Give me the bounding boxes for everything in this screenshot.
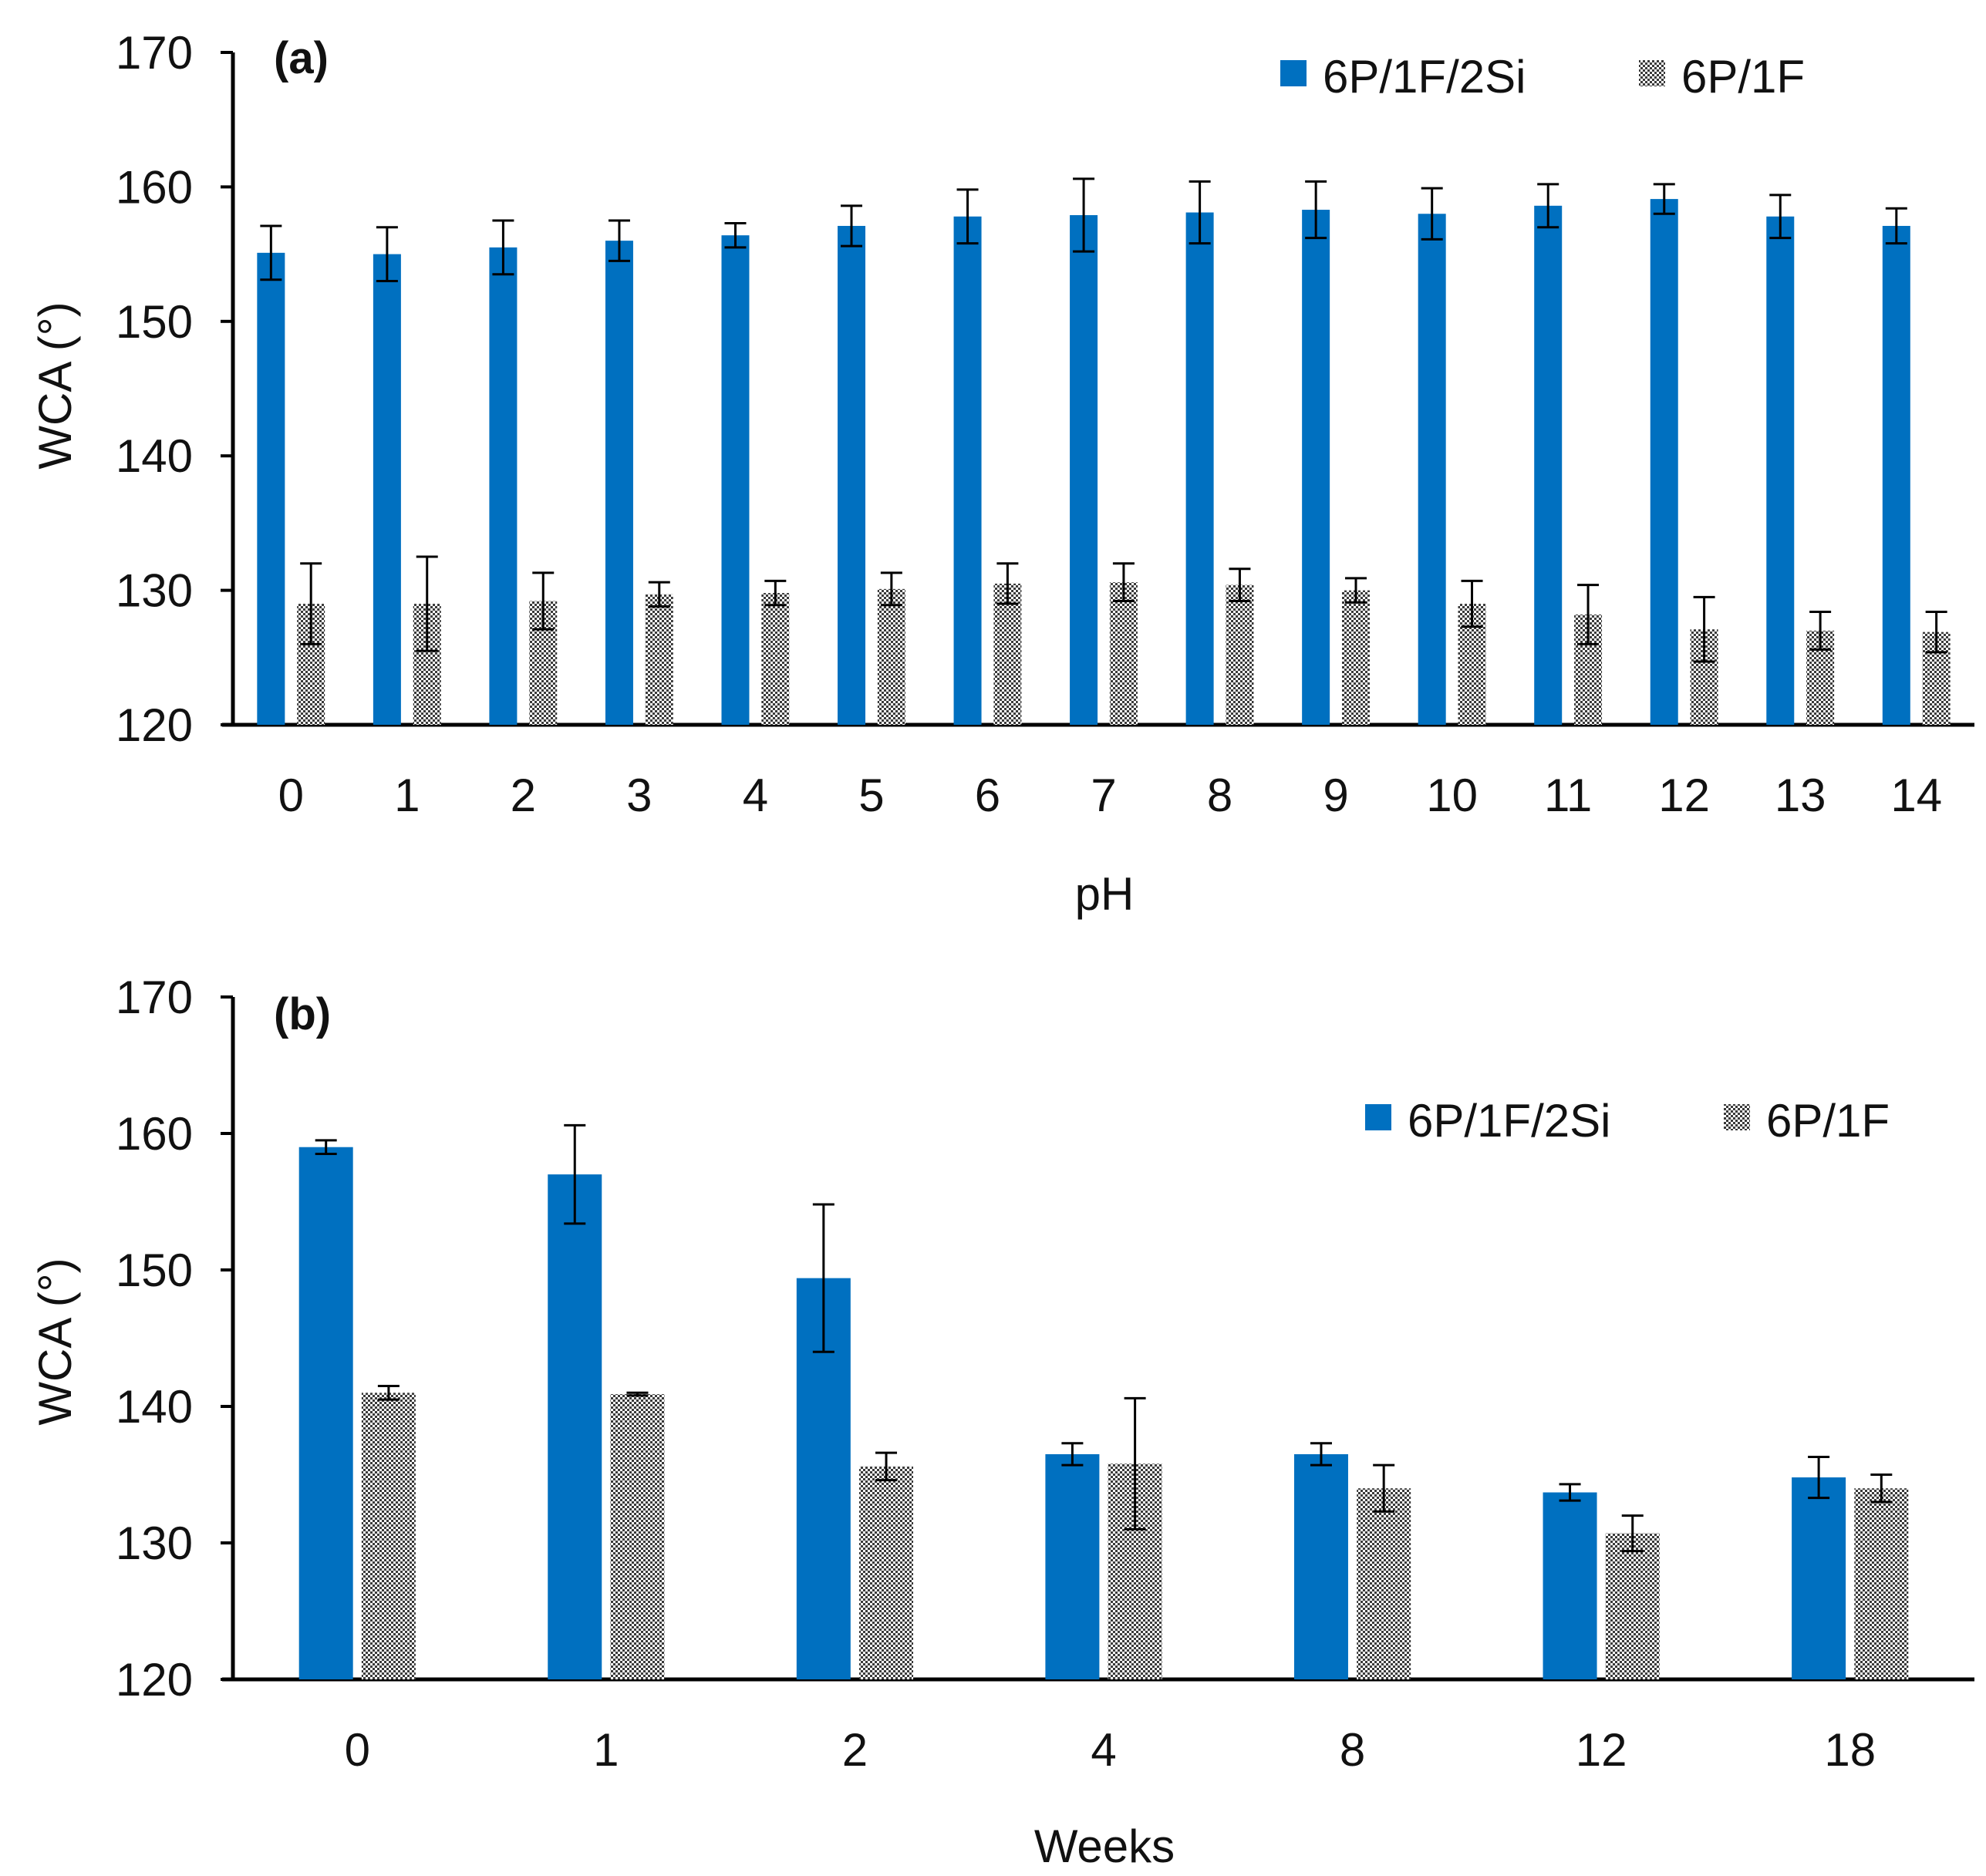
panel-b-y-tick-label: 170 [116,972,193,1023]
panel-a-legend-label-series1: 6P/1F/2Si [1323,51,1526,103]
panel-a-x-tick-label: 0 [278,770,304,821]
panel-b-bar-series1 [1543,1492,1597,1679]
panel-b-legend-swatch-series1 [1365,1104,1391,1130]
panel-b-legend: 6P/1F/2Si 6P/1F [1365,1095,1890,1147]
panel-a-bar-series2 [761,593,790,725]
panel-a-legend: 6P/1F/2Si 6P/1F [1280,51,1805,103]
panel-a-y-tick-label: 150 [116,296,193,348]
panel-a-bar-series1 [1766,216,1795,725]
panel-a-x-tick-label: 9 [1323,770,1348,821]
panel-b-y-tick-label: 160 [116,1108,193,1160]
panel-a-bar-series1 [721,235,750,726]
panel-a-bar-series2 [1341,590,1370,725]
panel-a-bar-series1 [257,252,285,726]
panel-b-bar-series2 [1605,1533,1660,1679]
panel-b-x-tick-label: 1 [593,1724,619,1776]
panel-b-y-tick-label: 150 [116,1244,193,1296]
panel-a-bar-series2 [1226,584,1254,725]
panel-b-bar-series1 [298,1147,353,1679]
panel-a-x-tick-label: 14 [1890,770,1942,821]
panel-a-x-tick-label: 6 [975,770,1000,821]
panel-a-legend-swatch-series1 [1280,60,1307,86]
panel-a-y-tick-label: 130 [116,565,193,617]
panel-a-x-tick-label: 12 [1658,770,1710,821]
panel-a-x-tick-label: 3 [626,770,652,821]
panel-a-x-tick-label: 4 [743,770,768,821]
panel-b-bar-series2 [361,1393,416,1679]
panel-a-x-tick-label: 2 [511,770,536,821]
panel-a-bar-series2 [645,594,673,725]
panel-a-x-tick-label: 11 [1544,770,1592,821]
panel-a-legend-label-series2: 6P/1F [1681,51,1805,103]
panel-a-x-tick-label: 10 [1426,770,1478,821]
panel-b-label: (b) [274,989,331,1039]
panel-b-x-tick-label: 8 [1340,1724,1365,1776]
panel-b-bar-series2 [1854,1488,1909,1679]
panel-a-bar-series1 [953,216,982,725]
panel-a-bar-series2 [1109,582,1138,725]
panel-b-x-tick-label: 2 [842,1724,868,1776]
panel-a-x-tick-label: 8 [1207,770,1232,821]
panel-a-x-axis-label: pH [1075,868,1135,920]
panel-b-x-tick-label: 4 [1091,1724,1116,1776]
panel-a-x-tick-label: 7 [1091,770,1116,821]
panel-b-y-tick-label: 130 [116,1517,193,1569]
panel-b-legend-label-series2: 6P/1F [1766,1095,1890,1147]
panel-a-bar-series1 [1650,199,1678,725]
panel-a-bar-series1 [1070,215,1098,725]
panel-b-y-tick-label: 120 [116,1654,193,1706]
panel-a-bar-series1 [489,247,518,725]
panel-b-bar-series2 [859,1466,914,1679]
panel-a-bar-series1 [1418,214,1446,725]
panel-b-bar-series2 [610,1394,665,1679]
chart-panel-b: (b) WCA (°) Weeks 6P/1F/2Si 6P/1F 120130… [29,972,1974,1872]
panel-b-bar-series1 [1792,1477,1846,1679]
panel-a-bar-series2 [877,588,905,725]
panel-a-x-tick-label: 5 [858,770,884,821]
panel-a-bar-series1 [1534,205,1563,725]
panel-a-bar-series1 [1185,212,1214,725]
panel-a-bar-series1 [1882,225,1910,725]
panel-b-x-tick-label: 12 [1576,1724,1627,1776]
panel-a-y-tick-label: 120 [116,699,193,751]
chart-panel-a: (a) WCA (°) pH 6P/1F/2Si 6P/1F 120130140… [29,27,1974,920]
panel-a-bar-series1 [605,241,633,725]
panel-a-legend-swatch-series2 [1639,60,1665,86]
panel-a-y-axis-label: WCA (°) [29,301,81,469]
panel-b-legend-swatch-series2 [1724,1104,1750,1130]
panel-a-x-tick-label: 13 [1775,770,1826,821]
panel-b-y-axis-label: WCA (°) [29,1258,81,1425]
panel-a-y-tick-label: 160 [116,161,193,213]
panel-b-x-tick-label: 0 [345,1724,370,1776]
panel-a-y-tick-label: 140 [116,430,193,482]
panel-b-legend-label-series1: 6P/1F/2Si [1408,1095,1610,1147]
panel-b-bar-series1 [1045,1453,1100,1679]
panel-a-label: (a) [274,33,329,83]
panel-a-bar-series1 [1302,210,1330,726]
panel-b-bar-series1 [1293,1453,1348,1679]
panel-a-x-tick-label: 1 [394,770,420,821]
panel-b-bar-series2 [1357,1488,1411,1679]
panel-b-x-axis-label: Weeks [1034,1820,1175,1872]
panel-a-bar-series1 [373,254,401,726]
panel-b-y-tick-label: 140 [116,1381,193,1433]
panel-b-bar-series1 [548,1174,602,1679]
panel-a-y-tick-label: 170 [116,27,193,79]
panel-a-bar-series1 [838,225,866,725]
panel-b-x-tick-label: 18 [1824,1724,1876,1776]
panel-a-bar-series2 [993,583,1022,725]
